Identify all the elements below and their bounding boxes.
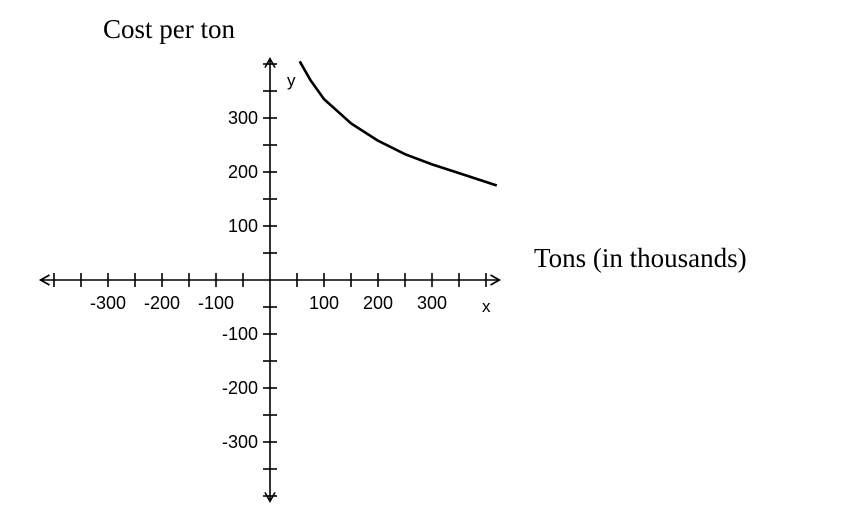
y-tick-label: -200 (222, 378, 258, 398)
x-axis-title: Tons (in thousands) (534, 243, 747, 273)
y-tick-label: -300 (222, 432, 258, 452)
axis-ticks (53, 63, 487, 497)
x-axis-letter: x (482, 297, 491, 316)
axes (38, 56, 502, 504)
y-tick-label: -100 (222, 324, 258, 344)
x-tick-label: -300 (90, 293, 126, 313)
data-series (298, 60, 498, 187)
x-axis-arrow-left (38, 274, 50, 286)
y-tick-label: 100 (228, 216, 258, 236)
x-tick-label: 300 (417, 293, 447, 313)
y-tick-label: 200 (228, 162, 258, 182)
y-tick-label: 300 (228, 108, 258, 128)
x-tick-label: 100 (309, 293, 339, 313)
y-axis-title: Cost per ton (103, 14, 235, 44)
x-axis-arrow-right (490, 274, 502, 286)
x-tick-label: -100 (198, 293, 234, 313)
y-axis-letter: y (287, 71, 296, 90)
series-line-0 (298, 60, 498, 187)
x-tick-label: -200 (144, 293, 180, 313)
x-tick-label: 200 (363, 293, 393, 313)
axis-tick-labels: -300 -200 -100 100 200 300 300 200 100 -100 -200 -3… (90, 108, 447, 452)
